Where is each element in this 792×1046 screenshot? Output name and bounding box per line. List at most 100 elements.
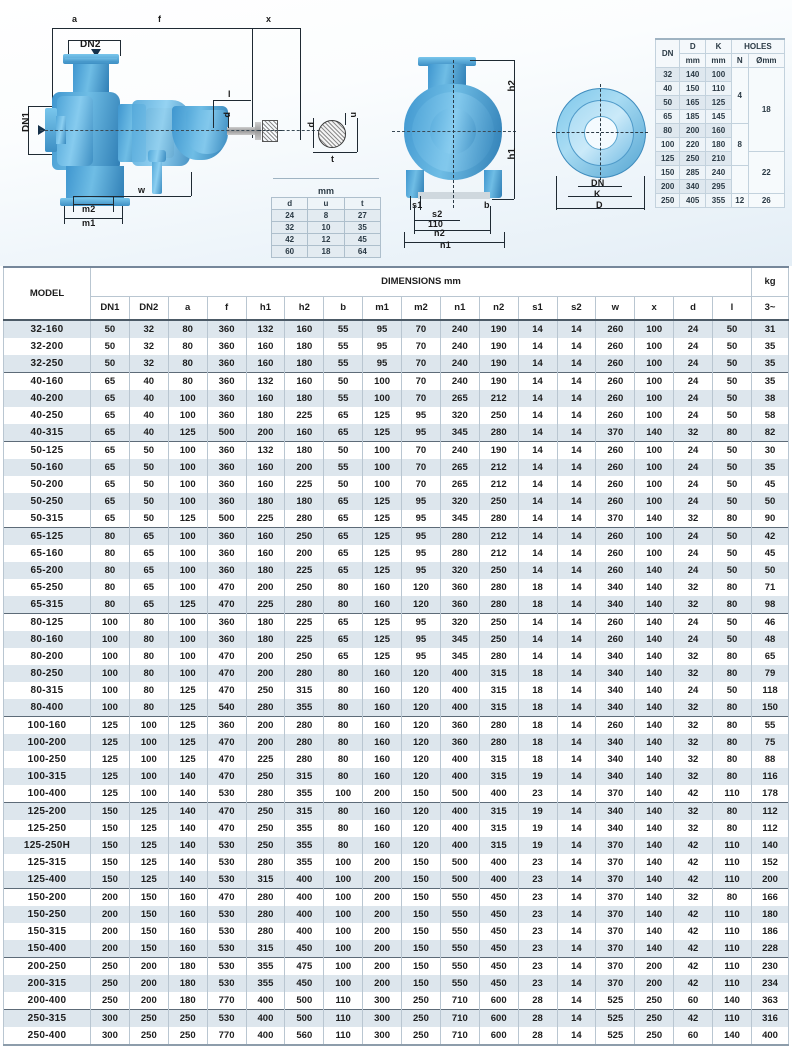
cell-n1: 265 (439, 476, 480, 493)
cell-n1: 550 (439, 888, 480, 906)
cell-h2: 225 (284, 407, 325, 424)
table-row[interactable]: 125-400 150 125 140 530 315 400 100 200 150 500 400… (3, 871, 789, 889)
table-row[interactable]: 80-400 100 80 125 540 280 355 80 160 120 400 315 18 1… (3, 699, 789, 717)
table-row[interactable]: 100-400 125 100 140 530 280 355 100 200 150 500 400… (3, 785, 789, 803)
table-row[interactable]: 125-200 150 125 140 470 250 315 80 160 120 400 315 1… (3, 802, 789, 820)
cell-a: 80 (167, 338, 208, 355)
label-h2: h2 (507, 80, 518, 92)
cell-n1: 280 (439, 527, 480, 545)
cell-b: 100 (323, 854, 364, 871)
cell-dn2: 200 (128, 957, 169, 975)
cell-kg: 116 (751, 768, 789, 785)
table-row[interactable]: 80-315 100 80 125 470 250 315 80 160 120 400 315 18 1… (3, 682, 789, 699)
cell-dn1: 65 (90, 407, 130, 424)
table-row[interactable]: 80-250 100 80 100 470 200 280 80 160 120 400 315 18 1… (3, 665, 789, 682)
table-row[interactable]: 150-315 200 150 160 530 280 400 100 200 150 550 450… (3, 923, 789, 940)
cell-m2: 95 (401, 562, 441, 579)
header-col-dn2: DN2 (128, 296, 169, 321)
cell-kg: 112 (751, 802, 789, 820)
cell-f: 470 (206, 665, 247, 682)
cell-b: 80 (323, 665, 364, 682)
cell-dn2: 65 (128, 527, 169, 545)
cell-d: 24 (673, 631, 713, 648)
table-row[interactable]: 50-200 65 50 100 360 160 225 50 100 70 265 212 14 14 2… (3, 476, 789, 493)
cell-n1: 360 (439, 734, 480, 751)
cell-n2: 600 (478, 1027, 519, 1046)
table-row[interactable]: 200-400 250 200 180 770 400 500 110 300 250 710 600… (3, 992, 789, 1010)
cell-model: 125-250 (3, 820, 91, 837)
label-b: b (484, 200, 490, 210)
table-row[interactable]: 40-200 65 40 100 360 160 180 55 100 70 265 212 14 14 2… (3, 390, 789, 407)
table-row[interactable]: 65-315 80 65 125 470 225 280 80 160 120 360 280 18 14… (3, 596, 789, 614)
cell-kg: 50 (751, 493, 789, 510)
cell-s1: 14 (517, 562, 558, 579)
cell-h2: 160 (284, 319, 325, 338)
cell-dn1: 200 (90, 888, 130, 906)
cell-d: 24 (673, 372, 713, 390)
cell-n1: 360 (439, 579, 480, 596)
table-row[interactable]: 80-125 100 80 100 360 180 225 65 125 95 320 250 14 14… (3, 613, 789, 631)
table-row[interactable]: 50-315 65 50 125 500 225 280 65 125 95 345 280 14 14 3… (3, 510, 789, 528)
cell-s2: 14 (556, 751, 597, 768)
cell-l: 80 (712, 648, 752, 665)
table-row[interactable]: 150-200 200 150 160 470 280 400 100 200 150 550 450… (3, 888, 789, 906)
table-row[interactable]: 40-250 65 40 100 360 180 225 65 125 95 320 250 14 14 2… (3, 407, 789, 424)
table-row[interactable]: 50-125 65 50 100 360 132 180 50 100 70 240 190 14 14 2… (3, 441, 789, 459)
header-dimensions: DIMENSIONS mm (90, 266, 752, 297)
cell-a: 100 (167, 527, 208, 545)
table-row[interactable]: 125-250H 150 125 140 530 250 355 80 160 120 400 315… (3, 837, 789, 854)
table-row[interactable]: 125-250 150 125 140 470 250 355 80 160 120 400 315 1… (3, 820, 789, 837)
table-row[interactable]: 200-250 250 200 180 530 355 475 100 200 150 550 450… (3, 957, 789, 975)
cell-model: 200-250 (3, 957, 91, 975)
table-row[interactable]: 32-160 50 32 80 360 132 160 55 95 70 240 190 14 14 260… (3, 319, 789, 338)
table-row[interactable]: 150-250 200 150 160 530 280 400 100 200 150 550 450… (3, 906, 789, 923)
cell-d: 32 (673, 734, 713, 751)
table-row[interactable]: 40-315 65 40 125 500 200 160 65 125 95 345 280 14 14 3… (3, 424, 789, 442)
table-row[interactable]: 65-250 80 65 100 470 200 250 80 160 120 360 280 18 14… (3, 579, 789, 596)
table-row[interactable]: 100-315 125 100 140 470 250 315 80 160 120 400 315 1… (3, 768, 789, 785)
table-row[interactable]: 65-160 80 65 100 360 160 200 65 125 95 280 212 14 14 2… (3, 545, 789, 562)
cell-w: 260 (595, 407, 636, 424)
cell-s1: 28 (517, 1027, 558, 1046)
cell-s1: 18 (517, 682, 558, 699)
cell-h1: 250 (245, 837, 286, 854)
cell-s1: 14 (517, 476, 558, 493)
table-row[interactable]: 100-160 125 100 125 360 200 280 80 160 120 360 280 1… (3, 716, 789, 734)
cell-m1: 100 (362, 459, 402, 476)
table-row[interactable]: 100-250 125 100 125 470 225 280 80 160 120 400 315 1… (3, 751, 789, 768)
cell-n2: 450 (478, 940, 519, 958)
table-row[interactable]: 65-200 80 65 100 360 180 225 65 125 95 320 250 14 14 2… (3, 562, 789, 579)
cell-n2: 280 (478, 424, 519, 442)
main-header-row-2: DN1 DN2 a f h1 h2 b m1 m2 n1 n2 s1 s2 w x d l 3~ (4, 296, 789, 321)
table-row[interactable]: 80-200 100 80 100 470 200 250 65 125 95 345 280 14 14… (3, 648, 789, 665)
cell-d: 32 (673, 699, 713, 717)
table-row[interactable]: 250-400 300 250 250 770 400 560 110 300 250 710 600… (3, 1027, 789, 1046)
table-row[interactable]: 32-250 50 32 80 360 160 180 55 95 70 240 190 14 14 260… (3, 355, 789, 373)
cell-h1: 200 (245, 579, 286, 596)
cell-x: 140 (634, 682, 675, 699)
table-row[interactable]: 125-315 150 125 140 530 280 355 100 200 150 500 400… (3, 854, 789, 871)
table-row[interactable]: 65-125 80 65 100 360 160 250 65 125 95 280 212 14 14 2… (3, 527, 789, 545)
table-row[interactable]: 200-315 250 200 180 530 355 450 100 200 150 550 450… (3, 975, 789, 992)
cell-s2: 14 (556, 390, 597, 407)
cell-s1: 14 (517, 390, 558, 407)
cell-dn1: 125 (90, 785, 130, 803)
cell-m2: 250 (401, 1027, 441, 1046)
cell-a: 100 (167, 476, 208, 493)
table-row[interactable]: 250-315 300 250 250 530 400 500 110 300 250 710 600… (3, 1009, 789, 1027)
cell-f: 360 (206, 407, 247, 424)
table-row[interactable]: 80-160 100 80 100 360 180 225 65 125 95 345 250 14 14… (3, 631, 789, 648)
table-row[interactable]: 40-160 65 40 80 360 132 160 50 100 70 240 190 14 14 26… (3, 372, 789, 390)
cell-s2: 14 (556, 562, 597, 579)
cell-w: 260 (595, 372, 636, 390)
table-row[interactable]: 100-200 125 100 125 470 200 280 80 160 120 360 280 1… (3, 734, 789, 751)
cell-model: 100-400 (3, 785, 91, 803)
cell-dn2: 200 (128, 975, 169, 992)
table-row[interactable]: 150-400 200 150 160 530 315 450 100 200 150 550 450… (3, 940, 789, 958)
shaft-detail-row: 24 8 27 (270, 209, 382, 222)
cell-h1: 355 (245, 975, 286, 992)
table-row[interactable]: 50-250 65 50 100 360 180 180 65 125 95 320 250 14 14 2… (3, 493, 789, 510)
table-row[interactable]: 32-200 50 32 80 360 160 180 55 95 70 240 190 14 14 260… (3, 338, 789, 355)
cell-h2: 180 (284, 338, 325, 355)
table-row[interactable]: 50-160 65 50 100 360 160 200 55 100 70 265 212 14 14 2… (3, 459, 789, 476)
